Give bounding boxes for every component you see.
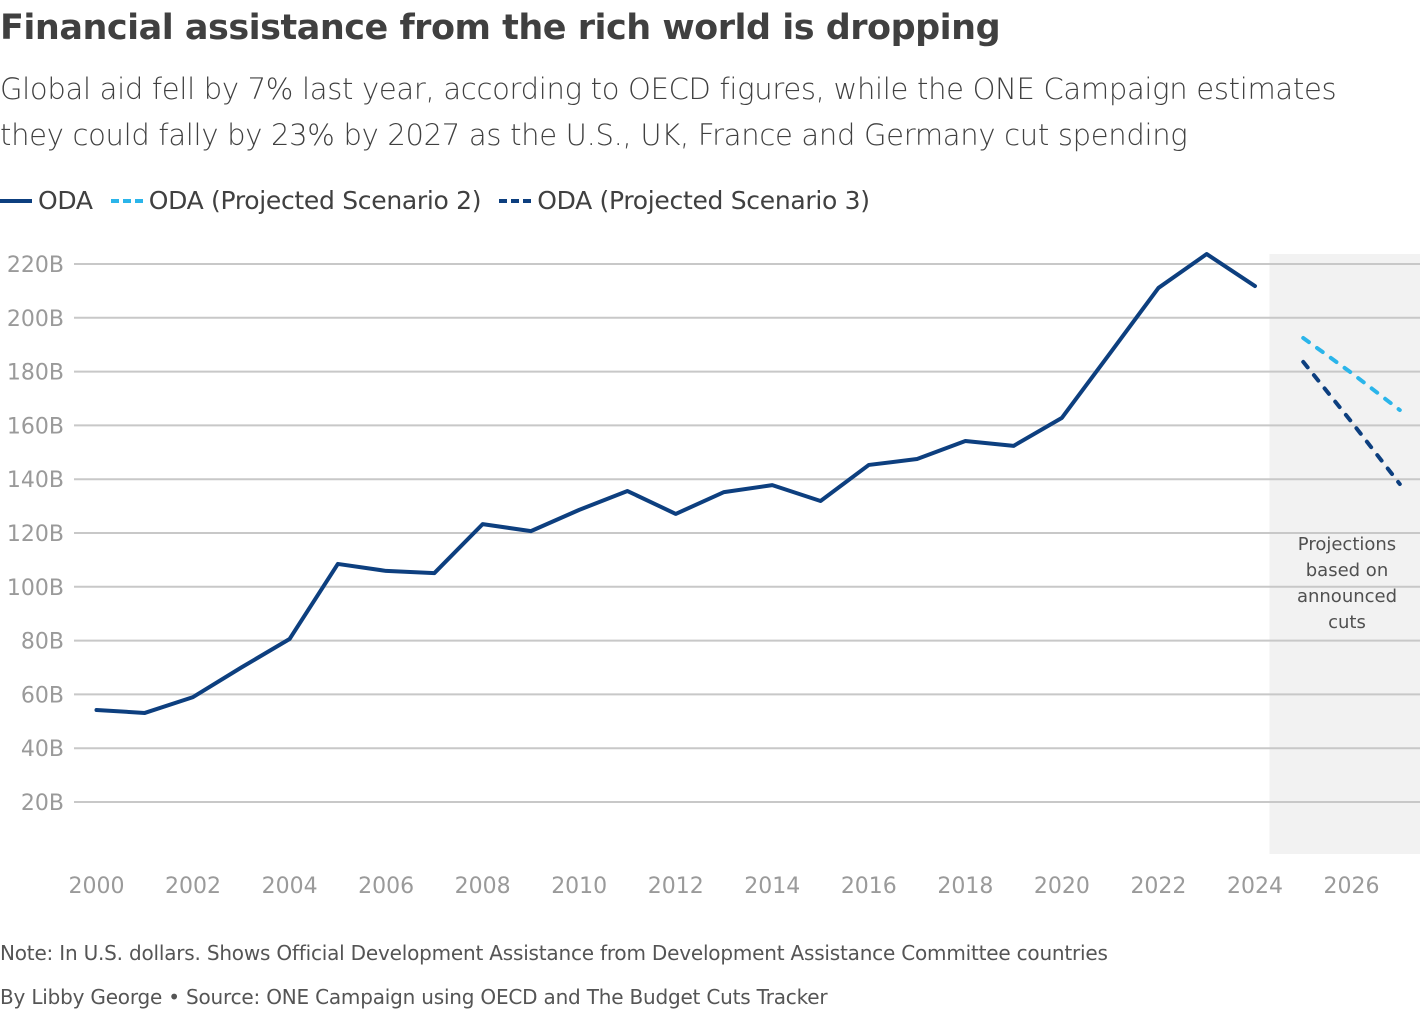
x-tick-label: 2022 bbox=[1130, 874, 1186, 899]
y-tick-label: 200B bbox=[7, 307, 64, 332]
legend-swatch-scenario-2 bbox=[110, 198, 143, 203]
y-tick-label: 20B bbox=[21, 791, 64, 816]
y-tick-label: 100B bbox=[7, 576, 64, 601]
x-tick-label: 2026 bbox=[1324, 874, 1380, 899]
annotation-line: Projections bbox=[1298, 534, 1396, 555]
y-tick-label: 80B bbox=[21, 630, 64, 655]
x-tick-label: 2000 bbox=[69, 874, 125, 899]
legend: ODA ODA (Projected Scenario 2) ODA (Proj… bbox=[0, 186, 888, 215]
legend-label: ODA (Projected Scenario 2) bbox=[148, 186, 482, 215]
y-tick-label: 160B bbox=[7, 414, 64, 439]
x-tick-label: 2002 bbox=[165, 874, 221, 899]
y-tick-label: 140B bbox=[7, 468, 64, 493]
legend-item-oda: ODA bbox=[0, 186, 93, 215]
legend-item-scenario-2: ODA (Projected Scenario 2) bbox=[110, 186, 482, 215]
x-tick-label: 2006 bbox=[358, 874, 414, 899]
y-tick-label: 60B bbox=[21, 683, 64, 708]
legend-swatch-oda bbox=[0, 198, 32, 203]
chart-title: Financial assistance from the rich world… bbox=[0, 8, 1001, 48]
legend-item-scenario-3: ODA (Projected Scenario 3) bbox=[499, 186, 870, 215]
series-line-0 bbox=[94, 252, 1257, 715]
y-tick-label: 220B bbox=[7, 253, 64, 278]
annotation-line: based on bbox=[1306, 560, 1388, 581]
y-tick-label: 120B bbox=[7, 522, 64, 547]
x-tick-label: 2020 bbox=[1034, 874, 1090, 899]
x-tick-label: 2008 bbox=[455, 874, 511, 899]
projection-shaded-region bbox=[1269, 254, 1420, 854]
annotation-line: cuts bbox=[1328, 612, 1366, 633]
chart-note: Note: In U.S. dollars. Shows Official De… bbox=[0, 941, 1108, 965]
legend-label: ODA bbox=[38, 186, 93, 215]
x-tick-label: 2012 bbox=[648, 874, 704, 899]
x-tick-label: 2024 bbox=[1227, 874, 1283, 899]
legend-label: ODA (Projected Scenario 3) bbox=[537, 186, 870, 215]
chart-subtitle: Global aid fell by 7% last year, accordi… bbox=[0, 72, 1337, 152]
annotation-line: announced bbox=[1297, 586, 1397, 607]
legend-swatch-scenario-3 bbox=[499, 198, 532, 203]
chart-byline: By Libby George • Source: ONE Campaign u… bbox=[0, 985, 828, 1009]
y-tick-label: 180B bbox=[7, 361, 64, 386]
x-tick-label: 2016 bbox=[841, 874, 897, 899]
x-tick-label: 2010 bbox=[551, 874, 607, 899]
x-tick-label: 2014 bbox=[744, 874, 800, 899]
x-tick-label: 2018 bbox=[937, 874, 993, 899]
x-tick-label: 2004 bbox=[262, 874, 318, 899]
y-tick-label: 40B bbox=[21, 737, 64, 762]
projection-annotation: Projections based on announced cuts bbox=[1297, 534, 1397, 633]
